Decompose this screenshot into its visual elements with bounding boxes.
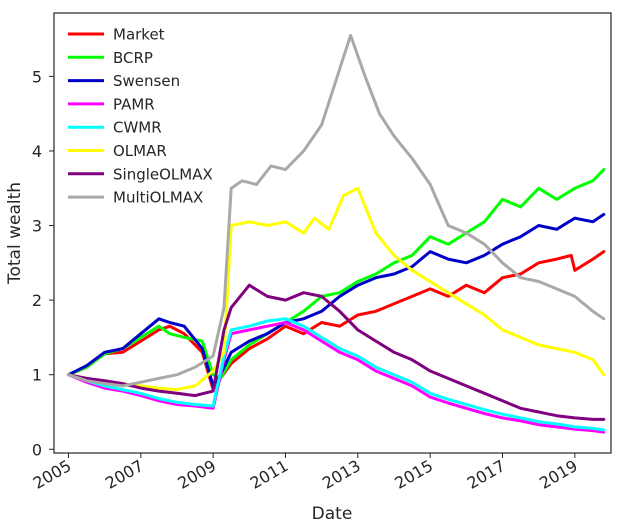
series-line-pamr [67, 321, 606, 434]
legend: Market BCRP Swensen PAMR CWMR OLMAR SingleOLMA… [68, 26, 213, 207]
legend-label-bcrp: BCRP [113, 49, 153, 67]
y-tick-label: 3 [32, 217, 42, 236]
y-tick-label: 1 [32, 366, 42, 385]
series-line-cwmr [67, 317, 606, 432]
y-tick-label: 5 [32, 67, 42, 86]
y-tick-label: 0 [32, 440, 42, 459]
series-layer [67, 33, 606, 434]
y-tick-label: 2 [32, 291, 42, 310]
legend-label-cwmr: CWMR [113, 119, 162, 137]
series-line-multiolmax [67, 33, 606, 388]
legend-label-singleolmax: SingleOLMAX [113, 165, 213, 183]
y-axis-label: Total wealth [5, 182, 25, 285]
legend-label-swensen: Swensen [113, 72, 180, 90]
series-line-market [67, 250, 606, 392]
x-axis-label: Date [312, 504, 353, 524]
series-line-olmar [67, 186, 606, 392]
legend-label-olmar: OLMAR [113, 142, 167, 160]
legend-label-market: Market [113, 26, 165, 44]
legend-label-pamr: PAMR [113, 95, 155, 113]
series-line-swensen [67, 212, 606, 388]
plot-frame [53, 12, 612, 454]
series-line-singleolmax [67, 283, 606, 421]
y-tick-label: 4 [32, 142, 42, 161]
legend-label-multiolmax: MultiOLMAX [113, 189, 203, 207]
